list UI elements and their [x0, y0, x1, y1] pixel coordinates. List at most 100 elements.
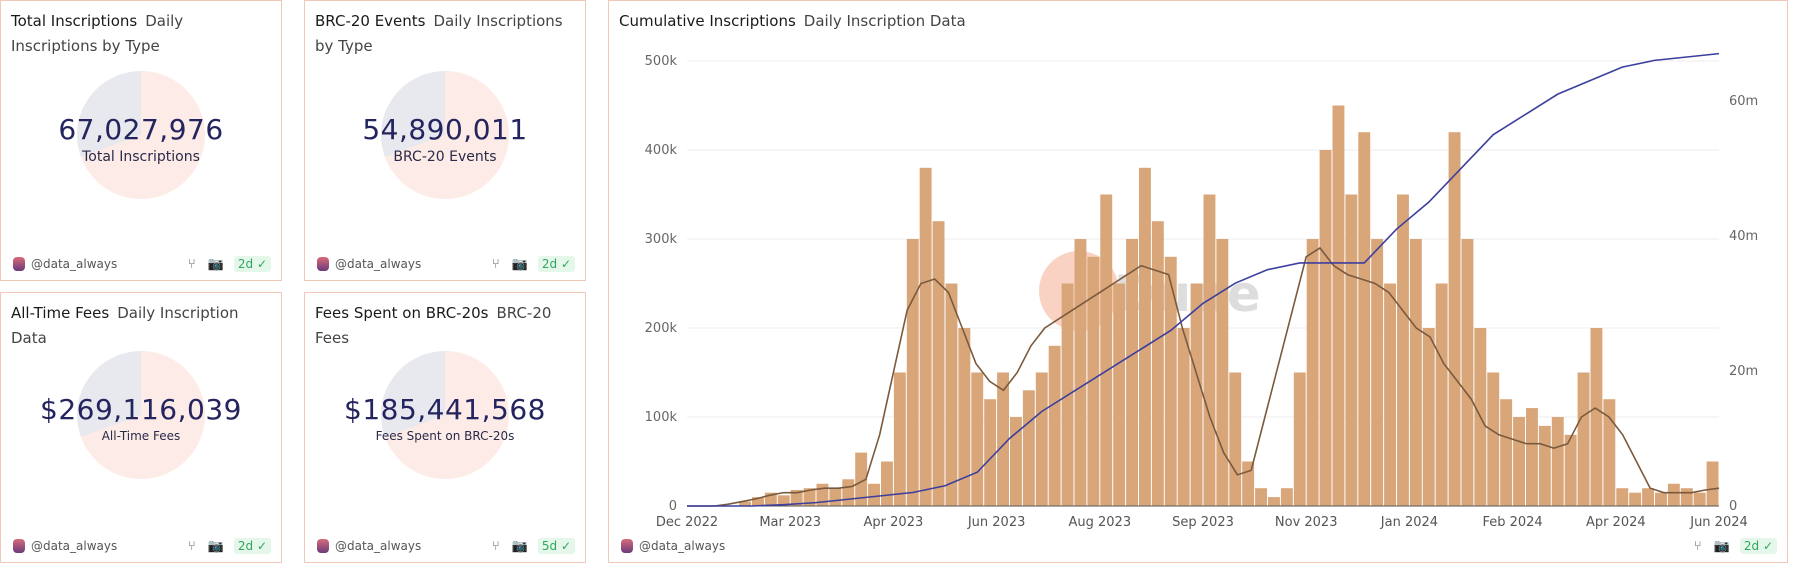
author-avatar[interactable]	[13, 257, 25, 271]
daily-bar	[803, 488, 816, 506]
daily-bar	[906, 239, 919, 506]
y-left-tick-label: 500k	[645, 54, 678, 69]
daily-bar	[842, 479, 855, 506]
card-title: Total Inscriptions	[11, 12, 138, 30]
fork-icon[interactable]: ⑂	[187, 538, 196, 554]
y-right-tick-label: 20m	[1729, 364, 1758, 379]
daily-bar	[777, 495, 790, 506]
daily-bar	[1526, 408, 1538, 506]
daily-bar	[1203, 194, 1216, 506]
author-link[interactable]: @data_always	[31, 539, 118, 553]
x-tick-label: Apr 2023	[864, 515, 924, 530]
daily-bar	[945, 283, 958, 506]
daily-bar	[1268, 497, 1280, 506]
daily-bar	[1280, 488, 1293, 506]
daily-bar	[1487, 372, 1500, 506]
camera-icon[interactable]: 📷	[207, 256, 224, 272]
camera-icon[interactable]: 📷	[207, 538, 224, 554]
card-subtitle: Daily Inscriptions by Type	[11, 12, 184, 55]
daily-bar	[893, 372, 906, 506]
daily-bar	[958, 328, 971, 506]
author-link[interactable]: @data_always	[31, 257, 118, 271]
card-title: BRC-20 Events	[315, 12, 426, 30]
daily-bar	[1293, 372, 1306, 506]
y-left-tick-label: 0	[669, 499, 677, 514]
camera-icon[interactable]: 📷	[1713, 538, 1730, 554]
pie-background	[77, 71, 205, 199]
daily-bar	[1461, 239, 1474, 506]
cumulative-line	[687, 52, 1720, 507]
daily-bar	[984, 399, 997, 506]
counter-card: All-Time Fees Daily Inscription Data $269…	[0, 292, 282, 563]
counter-label: Fees Spent on BRC-20s	[375, 429, 515, 443]
author-link[interactable]: @data_always	[639, 539, 726, 553]
daily-bar	[971, 372, 984, 506]
daily-bar	[1139, 167, 1151, 507]
author-link[interactable]: @data_always	[335, 257, 422, 271]
daily-bar	[1448, 132, 1461, 506]
x-tick-label: Aug 2023	[1068, 515, 1131, 530]
daily-bar	[1087, 256, 1100, 506]
daily-bar	[1306, 239, 1319, 506]
daily-bar	[1229, 372, 1242, 506]
daily-bar	[1319, 150, 1332, 506]
daily-bar	[1332, 105, 1345, 506]
daily-bar	[1629, 492, 1642, 506]
counter-card: Fees Spent on BRC-20s BRC-20 Fees $185,44…	[304, 292, 586, 563]
x-tick-label: Dec 2022	[656, 515, 718, 530]
fork-icon[interactable]: ⑂	[491, 538, 500, 554]
daily-bar	[1177, 328, 1190, 506]
freshness-badge: 2d ✓	[1739, 538, 1777, 554]
dune-watermark: Dune	[1114, 265, 1261, 323]
camera-icon[interactable]: 📷	[511, 256, 528, 272]
daily-bar	[1035, 372, 1048, 506]
daily-bar	[829, 488, 842, 506]
author-avatar[interactable]	[317, 257, 329, 271]
author-link[interactable]: @data_always	[335, 539, 422, 553]
daily-bar	[1500, 399, 1513, 506]
card-subtitle: BRC-20 Fees	[315, 304, 552, 347]
daily-bar	[1151, 221, 1164, 506]
x-tick-label: Mar 2023	[759, 515, 821, 530]
daily-bar	[1590, 328, 1603, 506]
daily-bar	[1422, 328, 1435, 506]
daily-bar	[1190, 283, 1203, 506]
daily-bar	[1345, 194, 1358, 506]
y-left-tick-label: 400k	[645, 143, 678, 158]
daily-bar	[752, 497, 764, 506]
fork-icon[interactable]: ⑂	[187, 256, 196, 272]
daily-bar	[1100, 194, 1113, 506]
counter-value: 67,027,976	[58, 113, 224, 146]
daily-bar	[868, 483, 880, 506]
x-tick-label: Feb 2024	[1482, 515, 1542, 530]
y-left-tick-label: 100k	[645, 410, 678, 425]
author-avatar[interactable]	[13, 539, 25, 553]
fork-icon[interactable]: ⑂	[1693, 538, 1702, 554]
daily-bar	[1371, 239, 1384, 506]
freshness-badge: 2d ✓	[233, 538, 271, 554]
daily-bar	[1693, 492, 1706, 506]
fork-icon[interactable]: ⑂	[491, 256, 500, 272]
y-right-tick-label: 40m	[1729, 229, 1758, 244]
card-subtitle: Daily Inscription Data	[11, 304, 239, 347]
author-avatar[interactable]	[317, 539, 329, 553]
daily-bar	[739, 501, 751, 506]
daily-bar	[1384, 283, 1396, 506]
pie-background	[381, 351, 509, 479]
daily-bar	[1358, 132, 1371, 506]
daily-bar	[1642, 488, 1654, 506]
author-avatar[interactable]	[621, 539, 633, 553]
daily-bar	[1242, 461, 1255, 506]
daily-bar	[1655, 492, 1667, 506]
camera-icon[interactable]: 📷	[511, 538, 528, 554]
card-title: Fees Spent on BRC-20s	[315, 304, 489, 322]
daily-bar	[790, 489, 803, 506]
pie-background	[381, 71, 509, 199]
daily-bar	[932, 221, 945, 506]
y-left-tick-label: 200k	[645, 321, 678, 336]
daily-bar	[1010, 417, 1022, 506]
daily-bar	[919, 167, 932, 507]
daily-bar	[1603, 399, 1616, 506]
daily-bar	[1706, 461, 1719, 506]
daily-bar	[1113, 283, 1126, 506]
